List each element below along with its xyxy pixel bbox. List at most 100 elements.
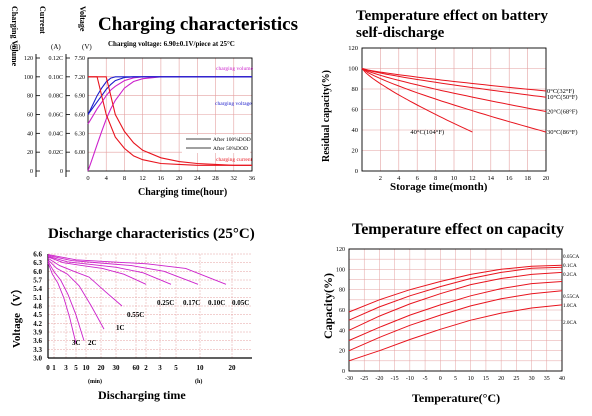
series-label: 20°C(68°F): [547, 109, 577, 116]
tick-label-y: 100: [348, 66, 358, 73]
series-line-4: [361, 68, 547, 133]
discharge-unit-min: (min): [88, 378, 102, 385]
discharge-unit-h: (h): [195, 378, 202, 385]
series-label: 0.05CA: [563, 254, 580, 260]
series-line-4: [87, 76, 252, 115]
tick-label-y: 5.7: [33, 277, 42, 285]
tick-label-y: 5.4: [33, 285, 42, 293]
tick-label-y: 0: [355, 168, 358, 175]
unit-volume: (%): [10, 43, 21, 51]
tick-label-current: 0.12C: [48, 56, 63, 62]
series-label: 40°C(104°F): [410, 129, 444, 136]
tick-label-x: 10: [451, 175, 458, 182]
axis-label-voltage: Voltage: [78, 6, 87, 32]
series-label: 0.25C: [157, 299, 174, 307]
series-label: 0°C(32°F): [547, 88, 574, 95]
discharge-xlabel: Discharging time: [98, 388, 186, 402]
series-line-6: [88, 76, 252, 166]
tick-label-x: 24: [194, 175, 201, 182]
tick-label-x: 8: [434, 175, 437, 182]
tick-label-y: 4.2: [33, 320, 42, 328]
tick-label-x: 30: [113, 364, 121, 372]
tick-label-x: 10: [468, 376, 474, 382]
self-discharge-xlabel: Storage time(month): [390, 181, 488, 193]
tick-label-x: 6: [416, 175, 420, 182]
series-line-1: [348, 264, 563, 313]
tick-label-y: 3.3: [33, 346, 42, 354]
series-label: 0.55CA: [563, 294, 580, 300]
series-label: 0.17C: [183, 299, 200, 307]
tick-label-y: 40: [352, 127, 359, 134]
tick-label-current: 0.06C: [48, 113, 63, 119]
tick-label-x: -20: [375, 376, 383, 382]
plot-frame: [348, 248, 563, 372]
self-discharge-series: 0°C(32°F)10°C(50°F) 20°C(68°F) 30°C(86°F) 4…: [361, 68, 577, 136]
tick-label-current: 0.02C: [48, 150, 63, 156]
self-discharge-axes: [361, 47, 547, 172]
tick-label-y: 100: [336, 267, 345, 273]
tick-label-x: -10: [406, 376, 414, 382]
series-label: 0.2CA: [563, 272, 577, 278]
series-line-3: [47, 259, 105, 330]
capacity-chart: Temperature effect on capacity 0 20 40 60 80…: [321, 221, 580, 405]
tick-label-volume: 40: [27, 131, 33, 137]
charging-series: [87, 76, 252, 172]
self-discharge-title-line1: Temperature effect on battery: [356, 8, 549, 24]
unit-current: (A): [51, 43, 61, 51]
series-line-1: [361, 68, 547, 92]
series-line-3: [348, 271, 563, 331]
tick-label-x: 10: [197, 364, 205, 372]
capacity-xlabel: Temperature(°C): [412, 391, 500, 405]
tick-label-x: 16: [506, 175, 513, 182]
label-charging-volume: charging volume: [216, 66, 254, 72]
discharge-ticks: 6.66.36.05.75.45.14.84.54.23.93.63.33.0 0…: [33, 251, 236, 373]
tick-label-x: 5: [174, 364, 178, 372]
tick-label-x: 4: [105, 175, 109, 182]
tick-label-x: 35: [544, 376, 550, 382]
series-line-1: [47, 262, 77, 344]
series-label: 10°C(50°F): [547, 94, 577, 101]
tick-label-x: 0: [46, 364, 50, 372]
tick-label-x: -30: [345, 376, 353, 382]
legend-label-100dod: After 100%DOD: [213, 136, 251, 143]
series-label: 3C: [72, 339, 81, 347]
tick-label-y: 120: [336, 247, 345, 253]
tick-label-volume: 120: [24, 56, 33, 62]
tick-label-y: 5.1: [33, 294, 42, 302]
tick-label-x: 1: [52, 364, 56, 372]
series-label: 0.05C: [232, 299, 249, 307]
tick-label-x: -15: [391, 376, 399, 382]
tick-label-x: -5: [423, 376, 428, 382]
series-label: 0.1CA: [563, 263, 577, 269]
tick-label-x: 20: [498, 376, 504, 382]
tick-label-y: 20: [352, 148, 359, 155]
tick-label-y: 3.9: [33, 329, 42, 337]
tick-label-volume: 60: [27, 113, 33, 119]
tick-label-voltage: 7.50: [75, 56, 86, 62]
tick-label-x: 0: [439, 376, 442, 382]
tick-label-x: 25: [513, 376, 519, 382]
tick-label-x: 32: [231, 175, 238, 182]
plot-frame: [361, 47, 547, 172]
tick-label-x: 18: [524, 175, 531, 182]
tick-label-x: 3: [64, 364, 68, 372]
label-charging-voltage: charging voltage: [215, 101, 252, 107]
series-label: 30°C(86°F): [547, 129, 577, 136]
axis-label-charging-volume: Charging Volume: [10, 6, 19, 67]
capacity-grid: [348, 248, 563, 372]
charging-xlabel: Charging time(hour): [138, 187, 227, 198]
series-label: 2.0CA: [563, 320, 577, 326]
tick-label-y: 120: [348, 45, 358, 52]
tick-label-x: 16: [158, 175, 165, 182]
discharge-series: 3C 2C 1C0.55C 0.25C 0.17C 0.10C 0.05C: [47, 254, 249, 347]
series-line-2: [348, 266, 563, 321]
tick-label-current: 0.08C: [48, 94, 63, 100]
tick-label-x: 20: [98, 364, 106, 372]
tick-label-y: 4.5: [33, 311, 42, 319]
self-discharge-grid: [362, 48, 546, 171]
discharge-title: Discharge characteristics (25°C): [48, 226, 255, 242]
tick-label-x: 14: [488, 175, 495, 182]
series-line-6: [47, 255, 172, 285]
charging-ticks: 1201008060402000.12C0.10C0.08C0.06C0.04C…: [24, 56, 256, 182]
series-line-5: [361, 68, 473, 133]
